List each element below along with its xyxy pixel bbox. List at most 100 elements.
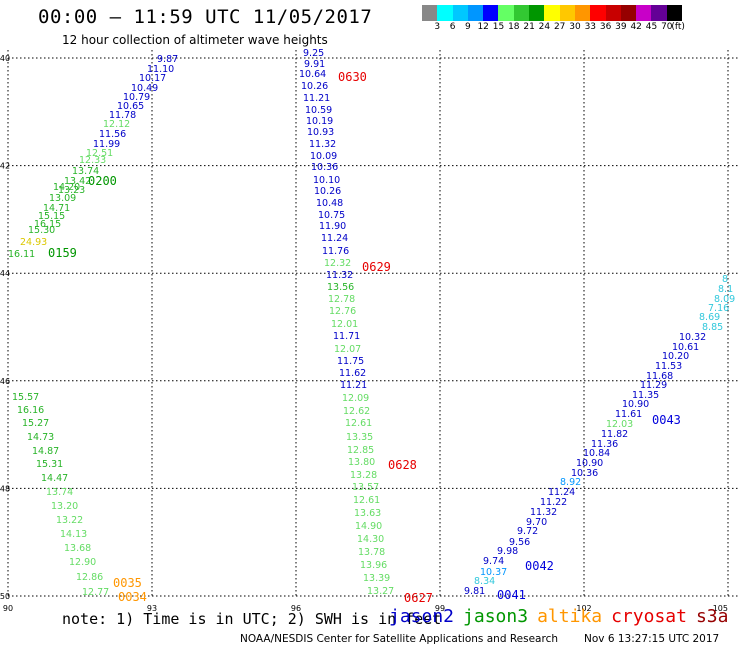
color-swatch [636, 5, 652, 21]
wave-height-value: 10.65 [117, 101, 144, 112]
wave-height-value: 7.16 [708, 303, 729, 314]
page-title: 00:00 – 11:59 UTC 11/05/2017 [38, 6, 373, 28]
color-scale-label: 15 [492, 22, 505, 32]
wave-height-value: 12.61 [353, 495, 380, 506]
wave-height-value: 13.74 [46, 487, 73, 498]
color-scale-label: 42 [630, 22, 642, 32]
wave-height-value: 12.07 [334, 344, 361, 355]
wave-height-value: 8.85 [702, 322, 723, 333]
wave-height-value: 16.15 [34, 219, 61, 230]
wave-height-value: 13.35 [346, 432, 373, 443]
wave-height-value: 11.68 [646, 371, 673, 382]
wave-height-value: 11.29 [640, 380, 667, 391]
wave-height-value: 12.51 [86, 148, 113, 159]
wave-height-value: 10.93 [307, 127, 334, 138]
wave-height-value: 11.78 [109, 110, 136, 121]
wave-height-value: 9.25 [303, 48, 324, 59]
latitude-label: -46 [0, 377, 10, 386]
wave-height-value: 9.87 [157, 54, 178, 65]
wave-height-value: 13.22 [56, 515, 83, 526]
pass-time-label: 0630 [338, 70, 367, 84]
wave-height-value: 10.84 [583, 448, 610, 459]
pass-time-label: 0200 [88, 174, 117, 188]
wave-height-value: 13.74 [72, 166, 99, 177]
latitude-label: -42 [0, 162, 10, 171]
wave-height-value: 12.77 [82, 587, 109, 598]
wave-height-value: 13.23 [58, 185, 85, 196]
color-scale-label: 45 [645, 22, 658, 32]
wave-height-value: 14.90 [355, 521, 382, 532]
longitude-label: 99 [435, 604, 445, 613]
wave-height-value: 13.42 [64, 176, 91, 187]
latitude-labels: -40 -42 -44 -46 -48 -50 [0, 54, 10, 601]
wave-height-value: 8.69 [699, 312, 720, 323]
latitude-label: -44 [0, 269, 10, 278]
footer-timestamp: Nov 6 13:27:15 UTC 2017 [584, 633, 720, 645]
wave-height-value: 14.13 [60, 529, 87, 540]
wave-height-value: 13.56 [327, 282, 354, 293]
wave-height-value: 12.32 [324, 258, 351, 269]
wave-height-value: 16.16 [17, 405, 44, 416]
color-scale-label: 33 [584, 22, 597, 32]
color-scale-label: 30 [569, 22, 581, 32]
wave-height-value: 12.86 [76, 572, 103, 583]
longitude-label: 105 [713, 604, 728, 613]
wave-height-value: 13.20 [51, 501, 78, 512]
wave-height-value: 24.93 [20, 237, 47, 248]
wave-height-value: 10.75 [318, 210, 345, 221]
color-scale-label: 70 [661, 22, 673, 32]
color-scale-label: 9 [465, 22, 471, 32]
wave-height-value: 10.90 [622, 399, 649, 410]
color-swatch [483, 5, 499, 21]
wave-height-value: 12.85 [347, 445, 374, 456]
color-swatch [422, 5, 438, 21]
wave-height-value: 15.15 [38, 211, 65, 222]
legend-s3a: s3a [695, 606, 729, 627]
wave-height-value: 10.36 [311, 162, 338, 173]
map-grid [7, 50, 738, 597]
wave-height-value: 13.27 [367, 586, 394, 597]
wave-height-value: 11.82 [601, 429, 628, 440]
wave-height-value: 13.68 [64, 543, 91, 554]
wave-height-value: 11.36 [591, 439, 618, 450]
wave-height-value: 12.76 [329, 306, 356, 317]
footer-org: NOAA/NESDIS Center for Satellite Applica… [240, 633, 558, 645]
wave-height-value: 11.24 [321, 233, 348, 244]
wave-height-value: 11.10 [147, 64, 174, 75]
wave-height-values: 9.8711.1010.1710.4910.7910.6511.7811.561… [8, 48, 735, 598]
wave-height-value: 11.22 [540, 497, 567, 508]
wave-height-value: 13.28 [350, 470, 377, 481]
wave-height-value: 12.09 [342, 393, 369, 404]
wave-height-value: 10.48 [316, 198, 343, 209]
wave-height-value: 11.99 [93, 139, 120, 150]
pass-time-label: 0035 [113, 576, 142, 590]
pass-time-label: 0627 [404, 591, 433, 605]
color-swatch [513, 5, 530, 21]
color-scale-label: (ft) [671, 22, 685, 32]
wave-height-value: 14.73 [27, 432, 54, 443]
wave-height-value: 9.98 [497, 546, 518, 557]
wave-height-value: 10.32 [679, 332, 706, 343]
wave-height-value: 10.37 [480, 567, 507, 578]
wave-height-value: 11.21 [340, 380, 367, 391]
color-swatch [590, 5, 606, 21]
wave-height-value: 10.26 [314, 186, 341, 197]
wave-height-value: 13.96 [360, 560, 387, 571]
wave-height-value: 8.34 [474, 576, 495, 587]
wave-height-value: 11.53 [655, 361, 682, 372]
wave-height-value: 14.71 [43, 203, 70, 214]
color-scale-label: 12 [477, 22, 489, 32]
wave-height-value: 14.47 [41, 473, 68, 484]
color-swatch [452, 5, 468, 21]
wave-height-value: 9.74 [483, 556, 504, 567]
color-scale-label: 27 [553, 22, 566, 32]
color-scale-label: 24 [538, 22, 551, 32]
wave-height-value: 13.63 [354, 508, 381, 519]
color-swatch [544, 5, 560, 21]
units-note: note: 1) Time is in UTC; 2) SWH is in fe… [62, 610, 442, 628]
color-swatch [559, 5, 575, 21]
wave-height-value: 11.76 [322, 246, 349, 257]
pass-time-label: 0034 [118, 590, 147, 604]
color-scale-label: 36 [599, 22, 612, 32]
